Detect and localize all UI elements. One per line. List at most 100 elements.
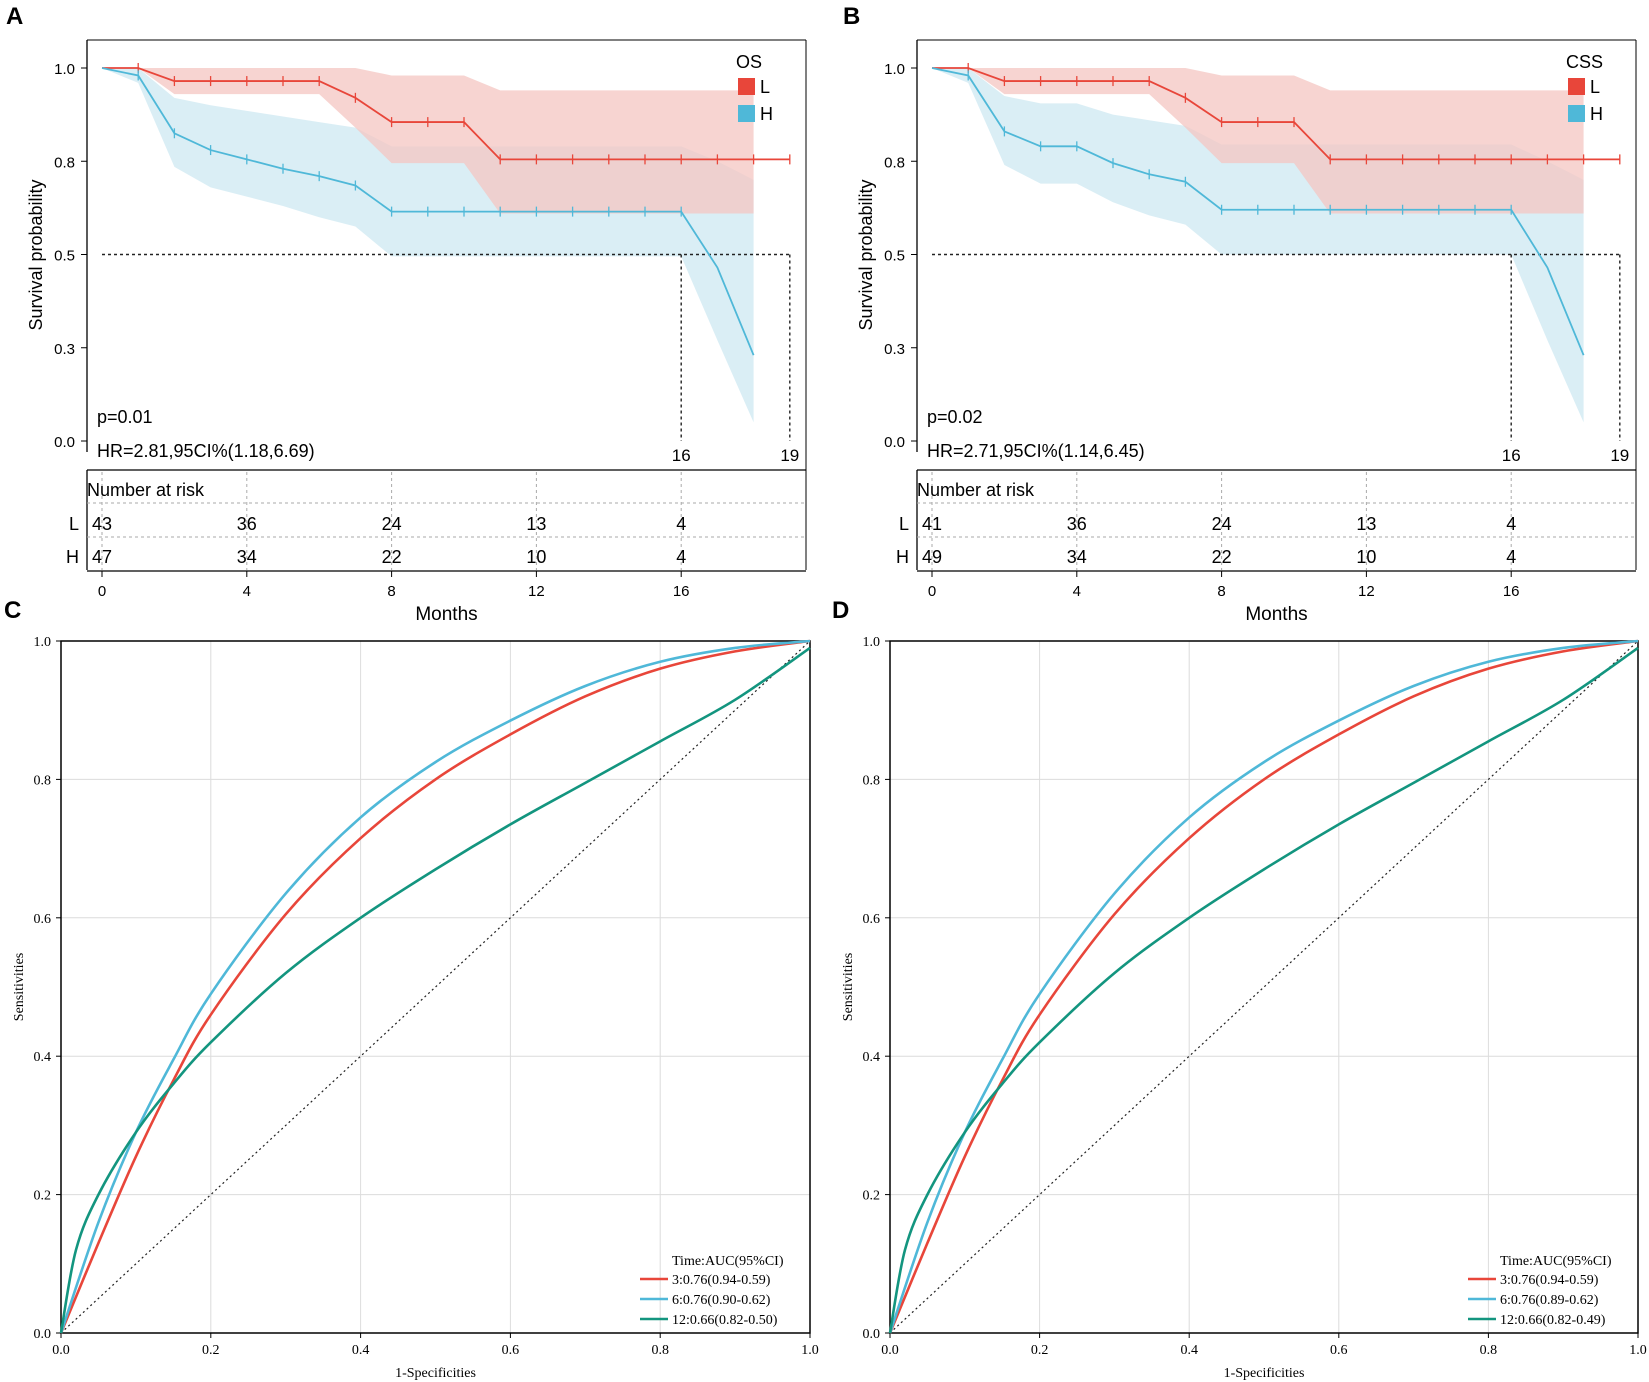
y-tick-label: 0.0 bbox=[884, 434, 905, 451]
x-tick-label: 0.4 bbox=[352, 1343, 370, 1358]
x-tick-label: 0.2 bbox=[202, 1343, 220, 1358]
x-tick-label: 1.0 bbox=[1629, 1343, 1647, 1358]
roc-curve-1 bbox=[59, 639, 811, 1334]
risk-group-label-l: L bbox=[69, 514, 79, 534]
risk-count: 13 bbox=[1356, 514, 1376, 534]
legend-label-l: L bbox=[760, 77, 770, 97]
km-panel-A: A 0.0 0.3 0.5 0.8 1.0 Survival probability 0 4 8 1… bbox=[6, 3, 807, 625]
x-axis-label: 1-Specificities bbox=[395, 1366, 476, 1381]
risk-group-label-h: H bbox=[896, 547, 909, 567]
risk-count: 13 bbox=[526, 514, 546, 534]
risk-count: 4 bbox=[676, 514, 686, 534]
survival-curve-l bbox=[932, 67, 1620, 161]
roc-curve-3 bbox=[888, 646, 1639, 1334]
y-tick-label: 1.0 bbox=[54, 61, 75, 78]
y-tick-label: 0.8 bbox=[34, 773, 52, 788]
legend-entry: 6:0.76(0.89-0.62) bbox=[1500, 1293, 1599, 1308]
y-tick-label: 0.0 bbox=[54, 434, 75, 451]
x-tick-label: 12 bbox=[528, 583, 545, 600]
x-tick-label: 4 bbox=[1073, 583, 1081, 600]
y-axis-label: Survival probability bbox=[26, 179, 46, 330]
y-tick-label: 0.0 bbox=[34, 1327, 52, 1342]
y-axis-label: Sensitivities bbox=[841, 953, 856, 1021]
x-tick-label: 0.6 bbox=[502, 1343, 520, 1358]
risk-count: 4 bbox=[1506, 514, 1516, 534]
panel-letter: C bbox=[4, 597, 21, 624]
x-tick-label: 0 bbox=[98, 583, 106, 600]
x-axis-label: 1-Specificities bbox=[1224, 1366, 1305, 1381]
p-value-text: p=0.01 bbox=[97, 407, 153, 427]
roc-panel-D: D 0.00.0 0.2 0.2 0.4 0.4 0.6 0.6 0.8 0.8 1.0 1.0 1-S… bbox=[832, 597, 1647, 1381]
x-axis-label: Months bbox=[1245, 604, 1307, 625]
hr-text: HR=2.71,95CI%(1.14,6.45) bbox=[927, 441, 1145, 461]
y-tick-label: 0.4 bbox=[34, 1050, 52, 1065]
x-tick-label: 0.8 bbox=[651, 1343, 669, 1358]
legend-entry: 3:0.76(0.94-0.59) bbox=[672, 1273, 771, 1288]
x-tick-label: 16 bbox=[1503, 583, 1520, 600]
median-label-high: 16 bbox=[672, 446, 691, 465]
x-tick-label: 0.8 bbox=[1480, 1343, 1498, 1358]
legend-title: Time:AUC(95%CI) bbox=[672, 1254, 784, 1269]
legend-swatch-h bbox=[738, 105, 755, 122]
x-tick-label: 0.0 bbox=[881, 1343, 899, 1358]
y-tick-label: 0.8 bbox=[863, 773, 881, 788]
risk-count: 43 bbox=[92, 514, 112, 534]
risk-count: 36 bbox=[237, 514, 257, 534]
legend-label-h: H bbox=[760, 104, 773, 124]
risk-count: 22 bbox=[382, 547, 402, 567]
x-tick-label: 16 bbox=[673, 583, 690, 600]
risk-count: 34 bbox=[1067, 547, 1087, 567]
median-label-low: 19 bbox=[780, 446, 799, 465]
legend-entry: 12:0.66(0.82-0.49) bbox=[1500, 1313, 1606, 1328]
y-tick-label: 0.8 bbox=[884, 154, 905, 171]
median-label-high: 16 bbox=[1502, 446, 1521, 465]
y-tick-label: 0.8 bbox=[54, 154, 75, 171]
reference-diagonal bbox=[60, 640, 811, 1334]
y-tick-label: 0.2 bbox=[34, 1189, 52, 1204]
y-tick-label: 0.3 bbox=[884, 341, 905, 358]
risk-count: 49 bbox=[922, 547, 942, 567]
legend-title: Time:AUC(95%CI) bbox=[1500, 1254, 1612, 1269]
legend-label-h: H bbox=[1590, 104, 1603, 124]
y-tick-label: 0.6 bbox=[863, 912, 881, 927]
legend-swatch-l bbox=[1568, 78, 1585, 95]
y-tick-label: 0.0 bbox=[863, 1327, 881, 1342]
y-tick-label: 0.4 bbox=[863, 1050, 881, 1065]
legend-entry: 6:0.76(0.90-0.62) bbox=[672, 1293, 771, 1308]
risk-table-title: Number at risk bbox=[87, 480, 205, 500]
y-tick-label: 0.3 bbox=[54, 341, 75, 358]
x-tick-label: 1.0 bbox=[801, 1343, 819, 1358]
legend-entry: 3:0.76(0.94-0.59) bbox=[1500, 1273, 1599, 1288]
risk-count: 41 bbox=[922, 514, 942, 534]
risk-count: 22 bbox=[1212, 547, 1232, 567]
plot-frame bbox=[889, 640, 1639, 1334]
y-tick-label: 1.0 bbox=[863, 635, 881, 650]
risk-table-title: Number at risk bbox=[917, 480, 1035, 500]
legend-title: OS bbox=[736, 52, 762, 72]
p-value-text: p=0.02 bbox=[927, 407, 983, 427]
x-tick-label: 0 bbox=[928, 583, 936, 600]
legend-swatch-h bbox=[1568, 105, 1585, 122]
x-tick-label: 0.0 bbox=[52, 1343, 70, 1358]
x-axis-label: Months bbox=[415, 604, 477, 625]
y-axis-label: Survival probability bbox=[856, 179, 876, 330]
x-tick-label: 4 bbox=[243, 583, 251, 600]
ci-band-l bbox=[932, 68, 1584, 214]
legend-swatch-l bbox=[738, 78, 755, 95]
risk-count: 10 bbox=[1356, 547, 1376, 567]
x-tick-label: 0.6 bbox=[1330, 1343, 1348, 1358]
x-tick-label: 0.4 bbox=[1180, 1343, 1198, 1358]
risk-group-label-h: H bbox=[66, 547, 79, 567]
risk-count: 10 bbox=[526, 547, 546, 567]
panel-letter: D bbox=[832, 597, 849, 624]
risk-count: 24 bbox=[1212, 514, 1232, 534]
reference-diagonal bbox=[889, 640, 1639, 1334]
legend-title: CSS bbox=[1566, 52, 1603, 72]
hr-text: HR=2.81,95CI%(1.18,6.69) bbox=[97, 441, 315, 461]
legend-label-l: L bbox=[1590, 77, 1600, 97]
roc-curve-3 bbox=[59, 646, 811, 1334]
legend-entry: 12:0.66(0.82-0.50) bbox=[672, 1313, 778, 1328]
y-tick-label: 0.5 bbox=[884, 248, 905, 265]
panel-letter: A bbox=[6, 3, 23, 30]
